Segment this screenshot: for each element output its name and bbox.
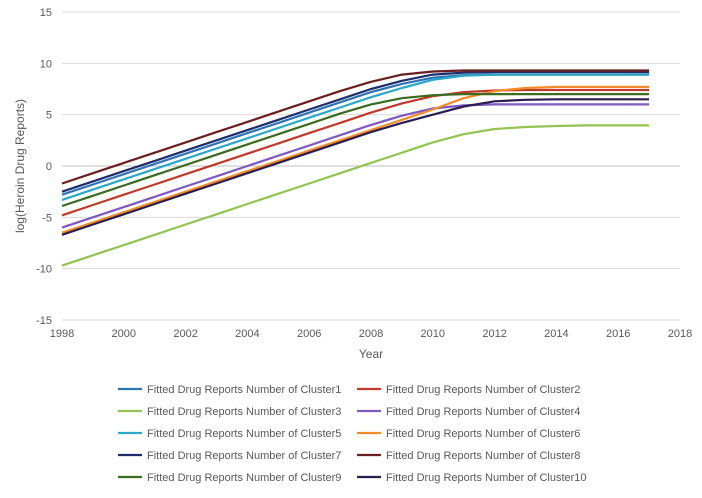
legend-label: Fitted Drug Reports Number of Cluster6	[386, 428, 580, 440]
x-tick-label: 2012	[482, 328, 506, 340]
series-line-cluster5	[61, 73, 650, 201]
series-line-cluster4	[61, 103, 650, 229]
series-line-cluster2	[61, 88, 650, 217]
series-line-cluster9	[61, 93, 650, 208]
x-tick-label: 2018	[668, 328, 692, 340]
series-line-cluster7	[61, 71, 650, 193]
y-tick-label: 15	[40, 7, 52, 19]
legend-item-cluster9: Fitted Drug Reports Number of Cluster9	[118, 472, 341, 484]
legend-label: Fitted Drug Reports Number of Cluster4	[386, 406, 580, 418]
y-axis-title: log(Heroin Drug Reports)	[13, 99, 27, 233]
legend-label: Fitted Drug Reports Number of Cluster8	[386, 450, 580, 462]
legend-item-cluster10: Fitted Drug Reports Number of Cluster10	[357, 472, 587, 484]
x-tick-label: 2004	[235, 328, 259, 340]
series-line-cluster6	[61, 85, 650, 234]
y-tick-labels: -15 -10 -5 0 5 10 15	[36, 7, 52, 327]
y-tick-label: 10	[40, 58, 52, 70]
x-tick-label: 2000	[112, 328, 136, 340]
y-tick-label: -10	[36, 264, 52, 276]
legend-item-cluster7: Fitted Drug Reports Number of Cluster7	[118, 450, 341, 462]
series-lines	[61, 69, 650, 267]
series-line-cluster10	[61, 98, 650, 236]
series-line-cluster3	[61, 124, 650, 267]
legend-item-cluster6: Fitted Drug Reports Number of Cluster6	[357, 428, 580, 440]
legend-item-cluster4: Fitted Drug Reports Number of Cluster4	[357, 406, 580, 418]
legend-label: Fitted Drug Reports Number of Cluster10	[386, 472, 587, 484]
legend-label: Fitted Drug Reports Number of Cluster2	[386, 384, 580, 396]
y-tick-label: 0	[46, 161, 52, 173]
series-line-cluster8	[61, 69, 650, 185]
legend-item-cluster3: Fitted Drug Reports Number of Cluster3	[118, 406, 341, 418]
legend-label: Fitted Drug Reports Number of Cluster9	[147, 472, 341, 484]
x-tick-labels: 1998 2000 2002 2004 2006 2008 2010 2012 2014 2016…	[50, 328, 692, 340]
legend-item-cluster1: Fitted Drug Reports Number of Cluster1	[118, 384, 341, 396]
gridlines	[62, 11, 680, 321]
x-tick-label: 1998	[50, 328, 74, 340]
x-tick-label: 2006	[297, 328, 321, 340]
x-tick-label: 2010	[421, 328, 445, 340]
x-tick-label: 2008	[359, 328, 383, 340]
x-tick-label: 2002	[173, 328, 197, 340]
legend-item-cluster2: Fitted Drug Reports Number of Cluster2	[357, 384, 580, 396]
legend: Fitted Drug Reports Number of Cluster1 Fi…	[118, 384, 587, 484]
x-tick-label: 2016	[606, 328, 630, 340]
legend-item-cluster5: Fitted Drug Reports Number of Cluster5	[118, 428, 341, 440]
legend-label: Fitted Drug Reports Number of Cluster7	[147, 450, 341, 462]
legend-label: Fitted Drug Reports Number of Cluster5	[147, 428, 341, 440]
x-tick-label: 2014	[544, 328, 568, 340]
y-tick-label: -15	[36, 315, 52, 327]
x-axis-title: Year	[359, 347, 383, 361]
legend-label: Fitted Drug Reports Number of Cluster3	[147, 406, 341, 418]
y-tick-label: 5	[46, 110, 52, 122]
legend-item-cluster8: Fitted Drug Reports Number of Cluster8	[357, 450, 580, 462]
y-tick-label: -5	[42, 212, 52, 224]
legend-label: Fitted Drug Reports Number of Cluster1	[147, 384, 341, 396]
